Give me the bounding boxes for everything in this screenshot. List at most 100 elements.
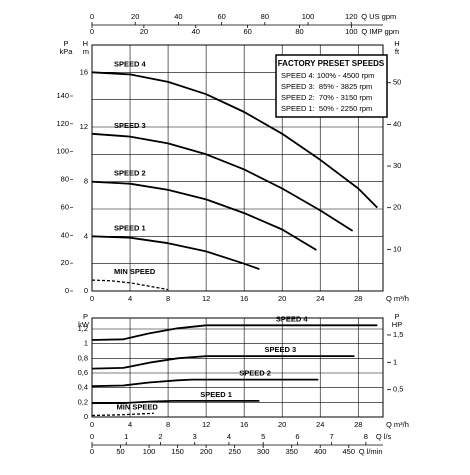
y-tick-label: 0 <box>65 286 69 295</box>
y-axis-label: H <box>394 39 399 48</box>
y-tick-label: 0,4 <box>78 383 88 392</box>
plot-frame <box>91 44 384 292</box>
x-tick-label: 12 <box>202 420 210 429</box>
y-tick-label: 10 <box>393 244 401 253</box>
y-tick-label: 140 <box>56 91 69 100</box>
x-tick-label: 4 <box>128 420 132 429</box>
legend-entry: SPEED 2: 70% - 3150 rpm <box>281 93 372 102</box>
x-tick-label: 50 <box>116 447 124 456</box>
y-tick-label: 1 <box>393 357 397 366</box>
curve-label: SPEED 1 <box>200 390 232 399</box>
x-tick-label: 0 <box>90 12 94 21</box>
x-tick-label: 2 <box>158 432 162 441</box>
x-tick-label: 1 <box>124 432 128 441</box>
x-tick-label: 8 <box>166 294 170 303</box>
x-tick-label: 60 <box>217 12 225 21</box>
curve-label: SPEED 4 <box>276 314 309 323</box>
curve <box>91 235 260 270</box>
y-tick-label: 1 <box>84 339 88 348</box>
x-tick-label: 120 <box>345 12 358 21</box>
x-tick-label: 100 <box>143 447 156 456</box>
x-tick-label: 8 <box>364 432 368 441</box>
x-tick-label: 200 <box>200 447 213 456</box>
curve <box>91 355 355 370</box>
y-tick-label: 0 <box>84 286 88 295</box>
y-tick-label: 0,6 <box>78 368 88 377</box>
curve-label: SPEED 4 <box>114 59 147 68</box>
y-axis-label: P <box>83 312 88 321</box>
x-tick-label: 6 <box>295 432 299 441</box>
y-tick-label: 30 <box>393 161 401 170</box>
legend-box <box>275 54 388 118</box>
y-axis-unit: kW <box>78 320 90 329</box>
curve <box>92 400 260 404</box>
y-axis-unit: HP <box>392 320 402 329</box>
y-tick-label: 0,8 <box>78 353 88 362</box>
x-axis-label: Q IMP gpm <box>361 27 399 36</box>
y-axis-unit: kPa <box>60 47 74 56</box>
y-tick-label: 40 <box>61 230 69 239</box>
x-tick-label: 300 <box>257 447 270 456</box>
y-axis-label: P <box>63 39 68 48</box>
y-tick-label: 60 <box>61 202 69 211</box>
x-axis-label: Q m³/h <box>386 294 409 303</box>
legend-entry: SPEED 1: 50% - 2250 rpm <box>281 104 372 113</box>
y-tick-label: 0,2 <box>78 397 88 406</box>
x-tick-label: 0 <box>90 420 94 429</box>
x-tick-label: 4 <box>227 432 231 441</box>
curve-label: MIN SPEED <box>114 267 156 276</box>
y-tick-label: 1,5 <box>393 330 403 339</box>
y-tick-label: 50 <box>393 78 401 87</box>
curve-label: SPEED 2 <box>114 169 146 178</box>
legend-title: FACTORY PRESET SPEEDS <box>278 59 385 68</box>
curve <box>91 71 378 209</box>
y-tick-label: 0,5 <box>393 385 403 394</box>
x-tick-label: 20 <box>131 12 139 21</box>
x-tick-label: 16 <box>240 420 248 429</box>
curve <box>91 412 154 417</box>
x-tick-label: 60 <box>243 27 251 36</box>
x-tick-label: 40 <box>192 27 200 36</box>
curve-label: MIN SPEED <box>117 402 159 411</box>
x-tick-label: 20 <box>278 420 286 429</box>
y-tick-label: 8 <box>84 177 88 186</box>
x-tick-label: 3 <box>193 432 197 441</box>
legend-entry: SPEED 3: 85% - 3825 rpm <box>281 82 372 91</box>
x-tick-label: 8 <box>166 420 170 429</box>
y-axis-unit: ft <box>395 47 400 56</box>
x-tick-label: 0 <box>90 294 94 303</box>
x-axis-label: Q l/s <box>376 432 392 441</box>
x-tick-label: 100 <box>302 12 315 21</box>
x-tick-label: 24 <box>316 294 324 303</box>
y-tick-label: 1,2 <box>78 324 88 333</box>
x-tick-label: 28 <box>354 420 362 429</box>
y-axis-unit: m <box>83 47 89 56</box>
x-tick-label: 12 <box>202 294 210 303</box>
y-tick-label: 16 <box>80 67 88 76</box>
curve-label: SPEED 2 <box>239 369 271 378</box>
x-tick-label: 40 <box>174 12 182 21</box>
y-tick-label: 40 <box>393 119 401 128</box>
x-tick-label: 5 <box>261 432 265 441</box>
y-tick-label: 100 <box>56 147 69 156</box>
y-tick-label: 120 <box>56 119 69 128</box>
x-tick-label: 4 <box>128 294 132 303</box>
curve <box>91 324 378 341</box>
x-tick-label: 450 <box>343 447 356 456</box>
x-axis-label: Q US gpm <box>361 12 396 21</box>
curve <box>91 279 169 291</box>
x-axis-label: Q l/min <box>359 447 383 456</box>
curve-label: SPEED 3 <box>264 345 296 354</box>
x-tick-label: 0 <box>90 27 94 36</box>
x-tick-label: 28 <box>354 294 362 303</box>
x-tick-label: 0 <box>90 447 94 456</box>
x-tick-label: 400 <box>314 447 327 456</box>
y-tick-label: 12 <box>80 122 88 131</box>
y-tick-label: 20 <box>61 258 69 267</box>
y-tick-label: 4 <box>84 231 88 240</box>
x-tick-label: 16 <box>240 294 248 303</box>
y-axis-label: H <box>83 39 88 48</box>
y-tick-label: 80 <box>61 175 69 184</box>
x-tick-label: 20 <box>140 27 148 36</box>
